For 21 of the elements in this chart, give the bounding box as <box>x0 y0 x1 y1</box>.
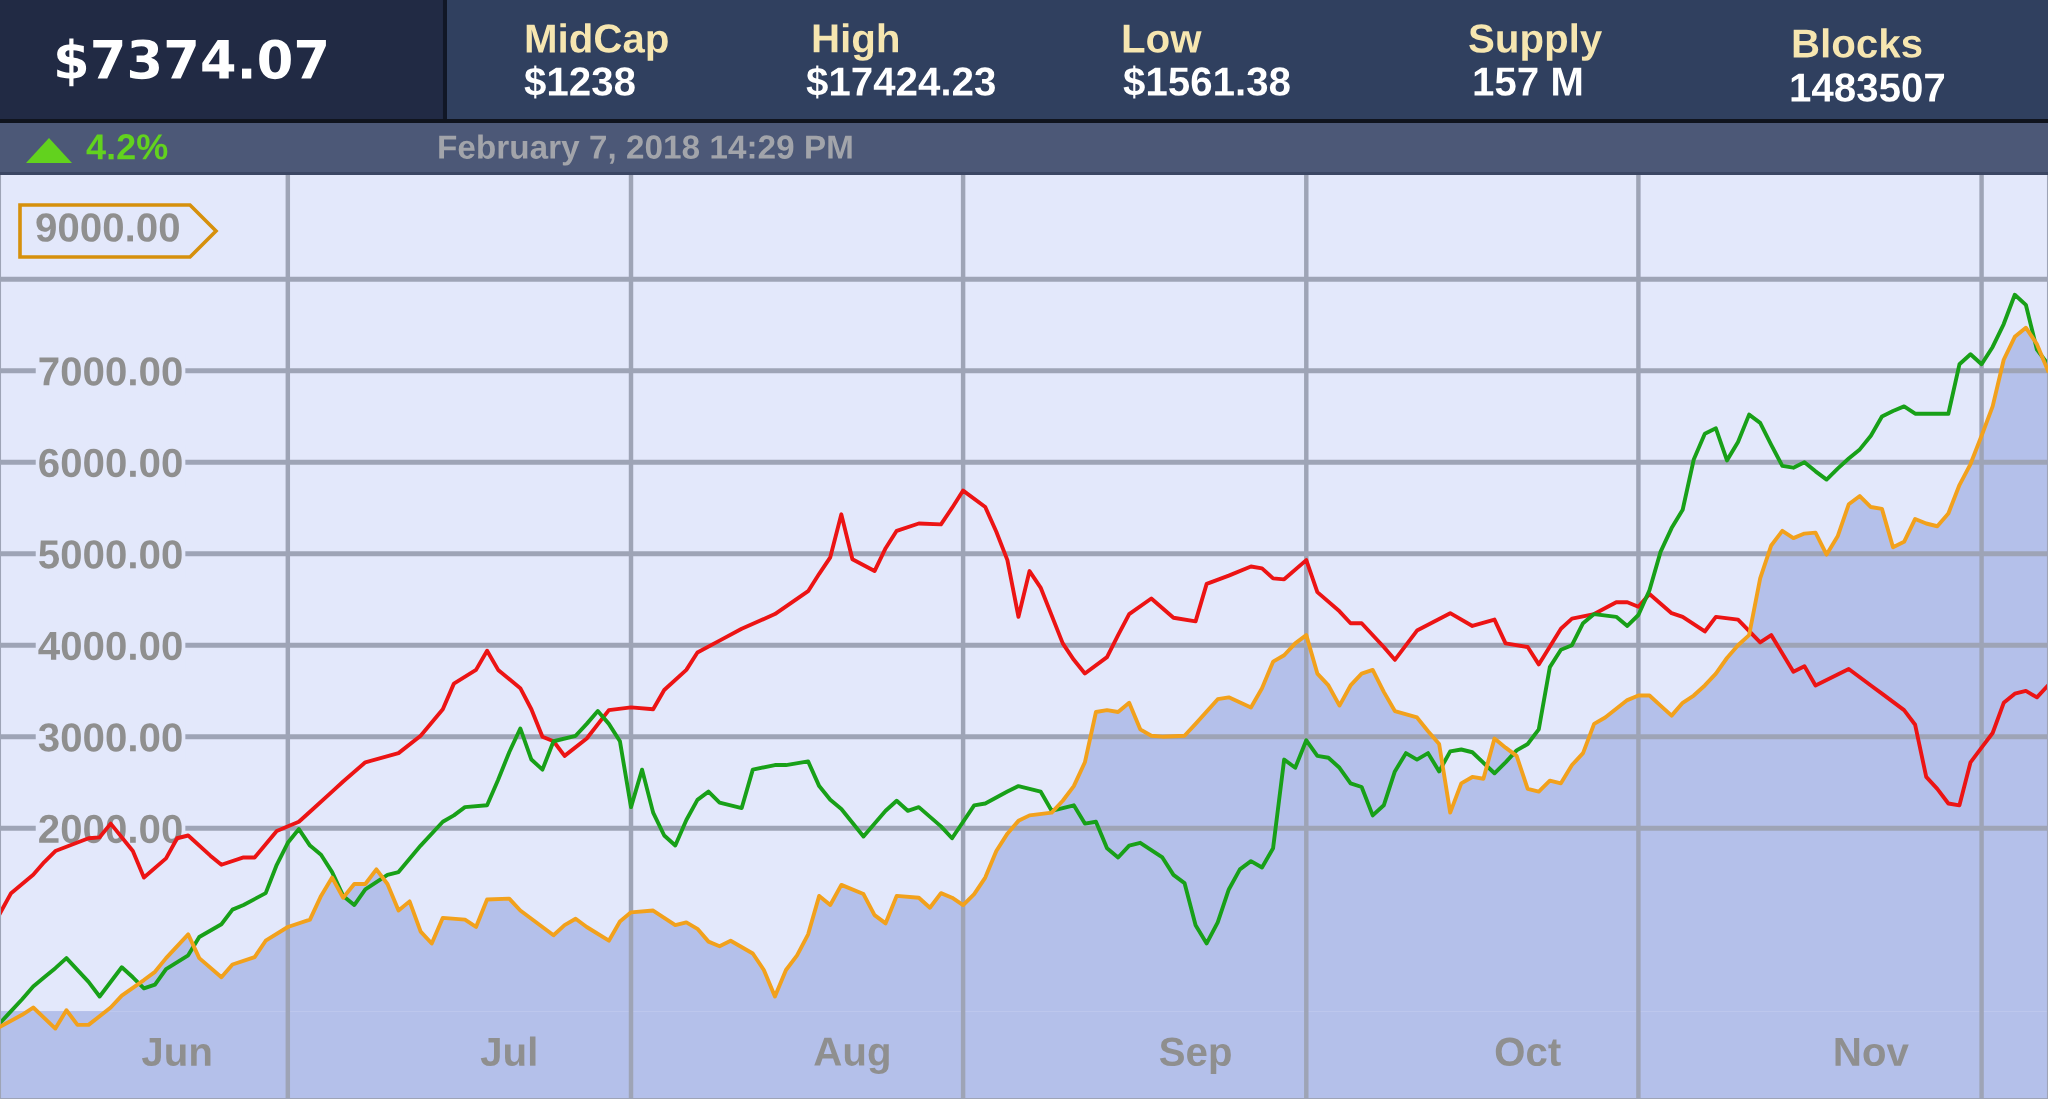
x-tick-label: Nov <box>1835 1037 1909 1067</box>
y-tick-label: 4000.00 <box>38 631 182 661</box>
text: Supply 157 M <box>1469 23 1603 96</box>
line-series <box>0 488 2048 916</box>
chart-subtitle: February 7, 2018 14:29 PM <box>439 134 852 166</box>
x-tick-label: Sep <box>1159 1037 1231 1075</box>
text: Blocks 1483507 <box>1791 28 1945 102</box>
x-tick-label: Jun <box>141 1037 211 1067</box>
y-tick-label: 7000.00 <box>39 357 182 386</box>
y-tick-label: 5000.00 <box>38 540 182 569</box>
x-tick-label: Jul <box>480 1036 536 1067</box>
annotation: 9000.00 <box>36 213 179 242</box>
y-tick-label: 3000.00 <box>38 723 182 752</box>
text: High $17424.23 <box>806 23 995 99</box>
y-tick-label: 6000.00 <box>39 448 182 478</box>
chart-title: $7374.07 <box>57 38 326 87</box>
text: Low $1561.38 <box>1123 24 1290 99</box>
x-tick-label: Aug <box>814 1037 889 1075</box>
text: MidCap $1238 <box>524 23 668 99</box>
text: 4.2% <box>86 134 168 160</box>
x-tick-label: Oct <box>1495 1037 1561 1067</box>
